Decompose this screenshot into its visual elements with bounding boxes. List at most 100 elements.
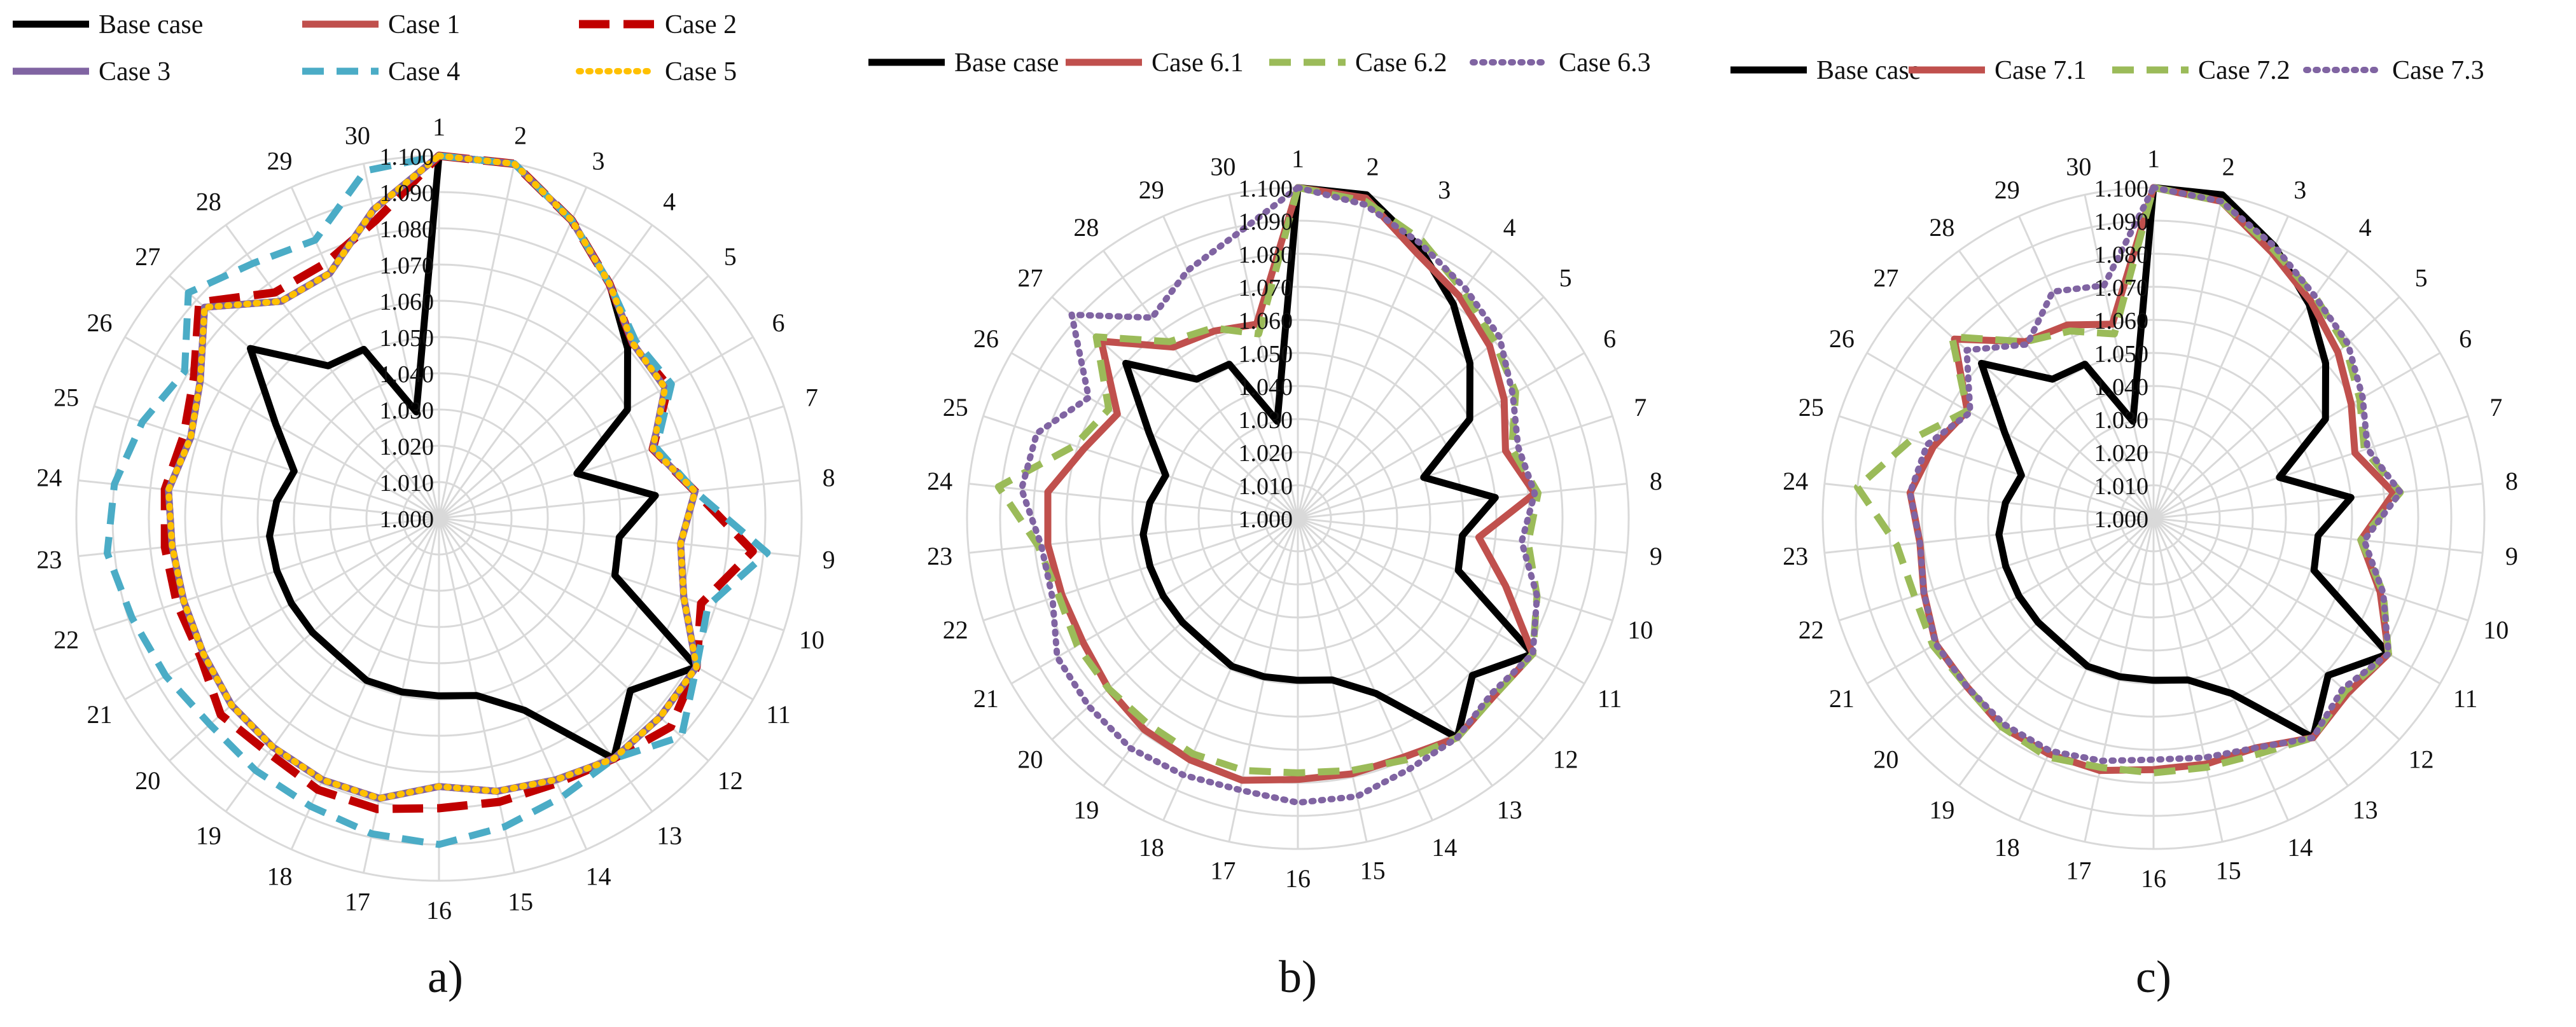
category-label: 20 xyxy=(1017,745,1043,774)
grid-spoke xyxy=(78,479,440,520)
radial-tick-label: 1.040 xyxy=(2094,374,2149,401)
radial-tick-label: 1.070 xyxy=(2094,275,2149,301)
category-label: 25 xyxy=(943,393,968,422)
category-label: 2 xyxy=(2222,152,2235,181)
legend: Base case Case 7.1 Case 7.2 Case 7.3 xyxy=(1730,56,2484,85)
legend-item: Case 3 xyxy=(13,57,171,86)
grid-spoke xyxy=(1228,195,1299,519)
legend-item: Case 6.3 xyxy=(1470,48,1651,78)
series-line-base-case xyxy=(1978,184,2392,741)
grid-spoke xyxy=(1297,296,1545,520)
category-label: 16 xyxy=(1285,864,1311,893)
grid-spoke xyxy=(225,224,440,519)
legend-label: Base case xyxy=(1816,56,1921,85)
category-label: 8 xyxy=(2505,467,2518,495)
category-label: 26 xyxy=(973,324,999,353)
radial-tick-label: 1.090 xyxy=(2094,209,2149,235)
radial-tick-label: 1.060 xyxy=(1239,308,1293,334)
legend: Base case Case 6.1 Case 6.2 Case 6.3 xyxy=(868,48,1651,78)
radial-tick-label: 1.000 xyxy=(2094,506,2149,533)
radial-tick-label: 1.080 xyxy=(1239,242,1293,268)
category-label: 16 xyxy=(2141,864,2166,893)
series-line-base-case xyxy=(1122,184,1536,741)
category-label: 24 xyxy=(927,467,952,495)
category-label: 24 xyxy=(36,464,62,492)
radial-tick-label: 1.020 xyxy=(1239,440,1293,467)
grid-spoke xyxy=(1297,483,1627,520)
category-label: 4 xyxy=(1503,213,1516,242)
grid-spoke xyxy=(2153,483,2483,520)
legend-label: Case 6.3 xyxy=(1559,48,1651,78)
legend-label: Base case xyxy=(954,48,1059,78)
category-label: 1 xyxy=(433,113,445,141)
radial-tick-label: 1.010 xyxy=(1239,473,1293,500)
category-label: 5 xyxy=(2415,263,2428,292)
category-label: 11 xyxy=(766,700,791,729)
category-label: 1 xyxy=(1291,144,1304,173)
grid-spoke xyxy=(290,518,440,850)
grid-spoke xyxy=(2152,517,2400,741)
category-label: 10 xyxy=(1627,616,1653,644)
grid-spoke xyxy=(982,415,1298,520)
radial-tick-label: 1.050 xyxy=(2094,341,2149,368)
legend-item: Case 2 xyxy=(579,10,737,39)
radial-tick-label: 1.020 xyxy=(380,434,435,460)
category-label: 27 xyxy=(1873,263,1898,292)
grid-spoke xyxy=(1297,195,1368,519)
category-label: 3 xyxy=(592,146,605,175)
grid-spoke xyxy=(2152,518,2349,787)
category-label: 10 xyxy=(2483,616,2509,644)
grid-spoke xyxy=(438,275,709,520)
category-label: 1 xyxy=(2147,144,2160,173)
grid-spoke xyxy=(1103,518,1299,787)
grid-spoke xyxy=(2152,296,2400,520)
legend-item: Case 7.3 xyxy=(2303,56,2484,85)
category-label: 28 xyxy=(196,188,221,216)
radial-tick-label: 1.060 xyxy=(2094,308,2149,334)
radial-tick-label: 1.050 xyxy=(380,325,435,352)
category-label: 8 xyxy=(1650,467,1662,495)
grid-spoke xyxy=(1838,415,2154,520)
grid-spoke xyxy=(1297,216,1433,519)
grid-spoke xyxy=(1907,296,2155,520)
radial-tick-label: 1.030 xyxy=(2094,407,2149,434)
legend-label: Case 3 xyxy=(99,57,171,86)
category-label: 9 xyxy=(823,545,835,574)
category-label: 13 xyxy=(2353,796,2378,824)
category-label: 3 xyxy=(2294,176,2306,204)
radial-tick-label: 1.080 xyxy=(380,216,435,243)
grid-spoke xyxy=(438,186,588,519)
radial-tick-label: 1.020 xyxy=(2094,440,2149,467)
category-label: 19 xyxy=(196,821,221,850)
category-label: 7 xyxy=(1634,393,1647,422)
legend: Base case Case 1 Case 2 Case 3 Case 4 Case 5 xyxy=(13,10,737,86)
grid-spoke xyxy=(1824,483,2154,520)
category-label: 21 xyxy=(973,684,999,713)
radial-tick-label: 1.000 xyxy=(380,506,435,533)
category-label: 29 xyxy=(1139,176,1164,204)
category-label: 23 xyxy=(927,542,952,570)
category-label: 6 xyxy=(772,308,784,337)
series-line-case-6-3 xyxy=(1018,184,1540,806)
category-label: 27 xyxy=(1017,263,1043,292)
grid-spoke xyxy=(438,405,784,520)
grid-spoke xyxy=(438,518,588,850)
series-line-case-6-1 xyxy=(1044,184,1538,784)
grid-spoke xyxy=(1824,517,2154,554)
series-line-case-5 xyxy=(165,153,700,802)
category-label: 20 xyxy=(1873,745,1898,774)
legend-label: Case 2 xyxy=(665,10,737,39)
category-label: 30 xyxy=(1210,152,1236,181)
legend-label: Case 4 xyxy=(388,57,460,86)
category-label: 30 xyxy=(2066,152,2091,181)
grid-spoke xyxy=(1010,517,1298,685)
grid-spoke xyxy=(1297,517,1585,685)
category-label: 29 xyxy=(267,146,292,175)
legend-item: Base case xyxy=(868,48,1059,78)
category-label: 5 xyxy=(1559,263,1572,292)
grid-spoke xyxy=(438,479,800,520)
legend-item: Case 6.2 xyxy=(1269,48,1447,78)
category-label: 15 xyxy=(2216,857,2241,885)
grid-spoke xyxy=(1297,518,1493,787)
